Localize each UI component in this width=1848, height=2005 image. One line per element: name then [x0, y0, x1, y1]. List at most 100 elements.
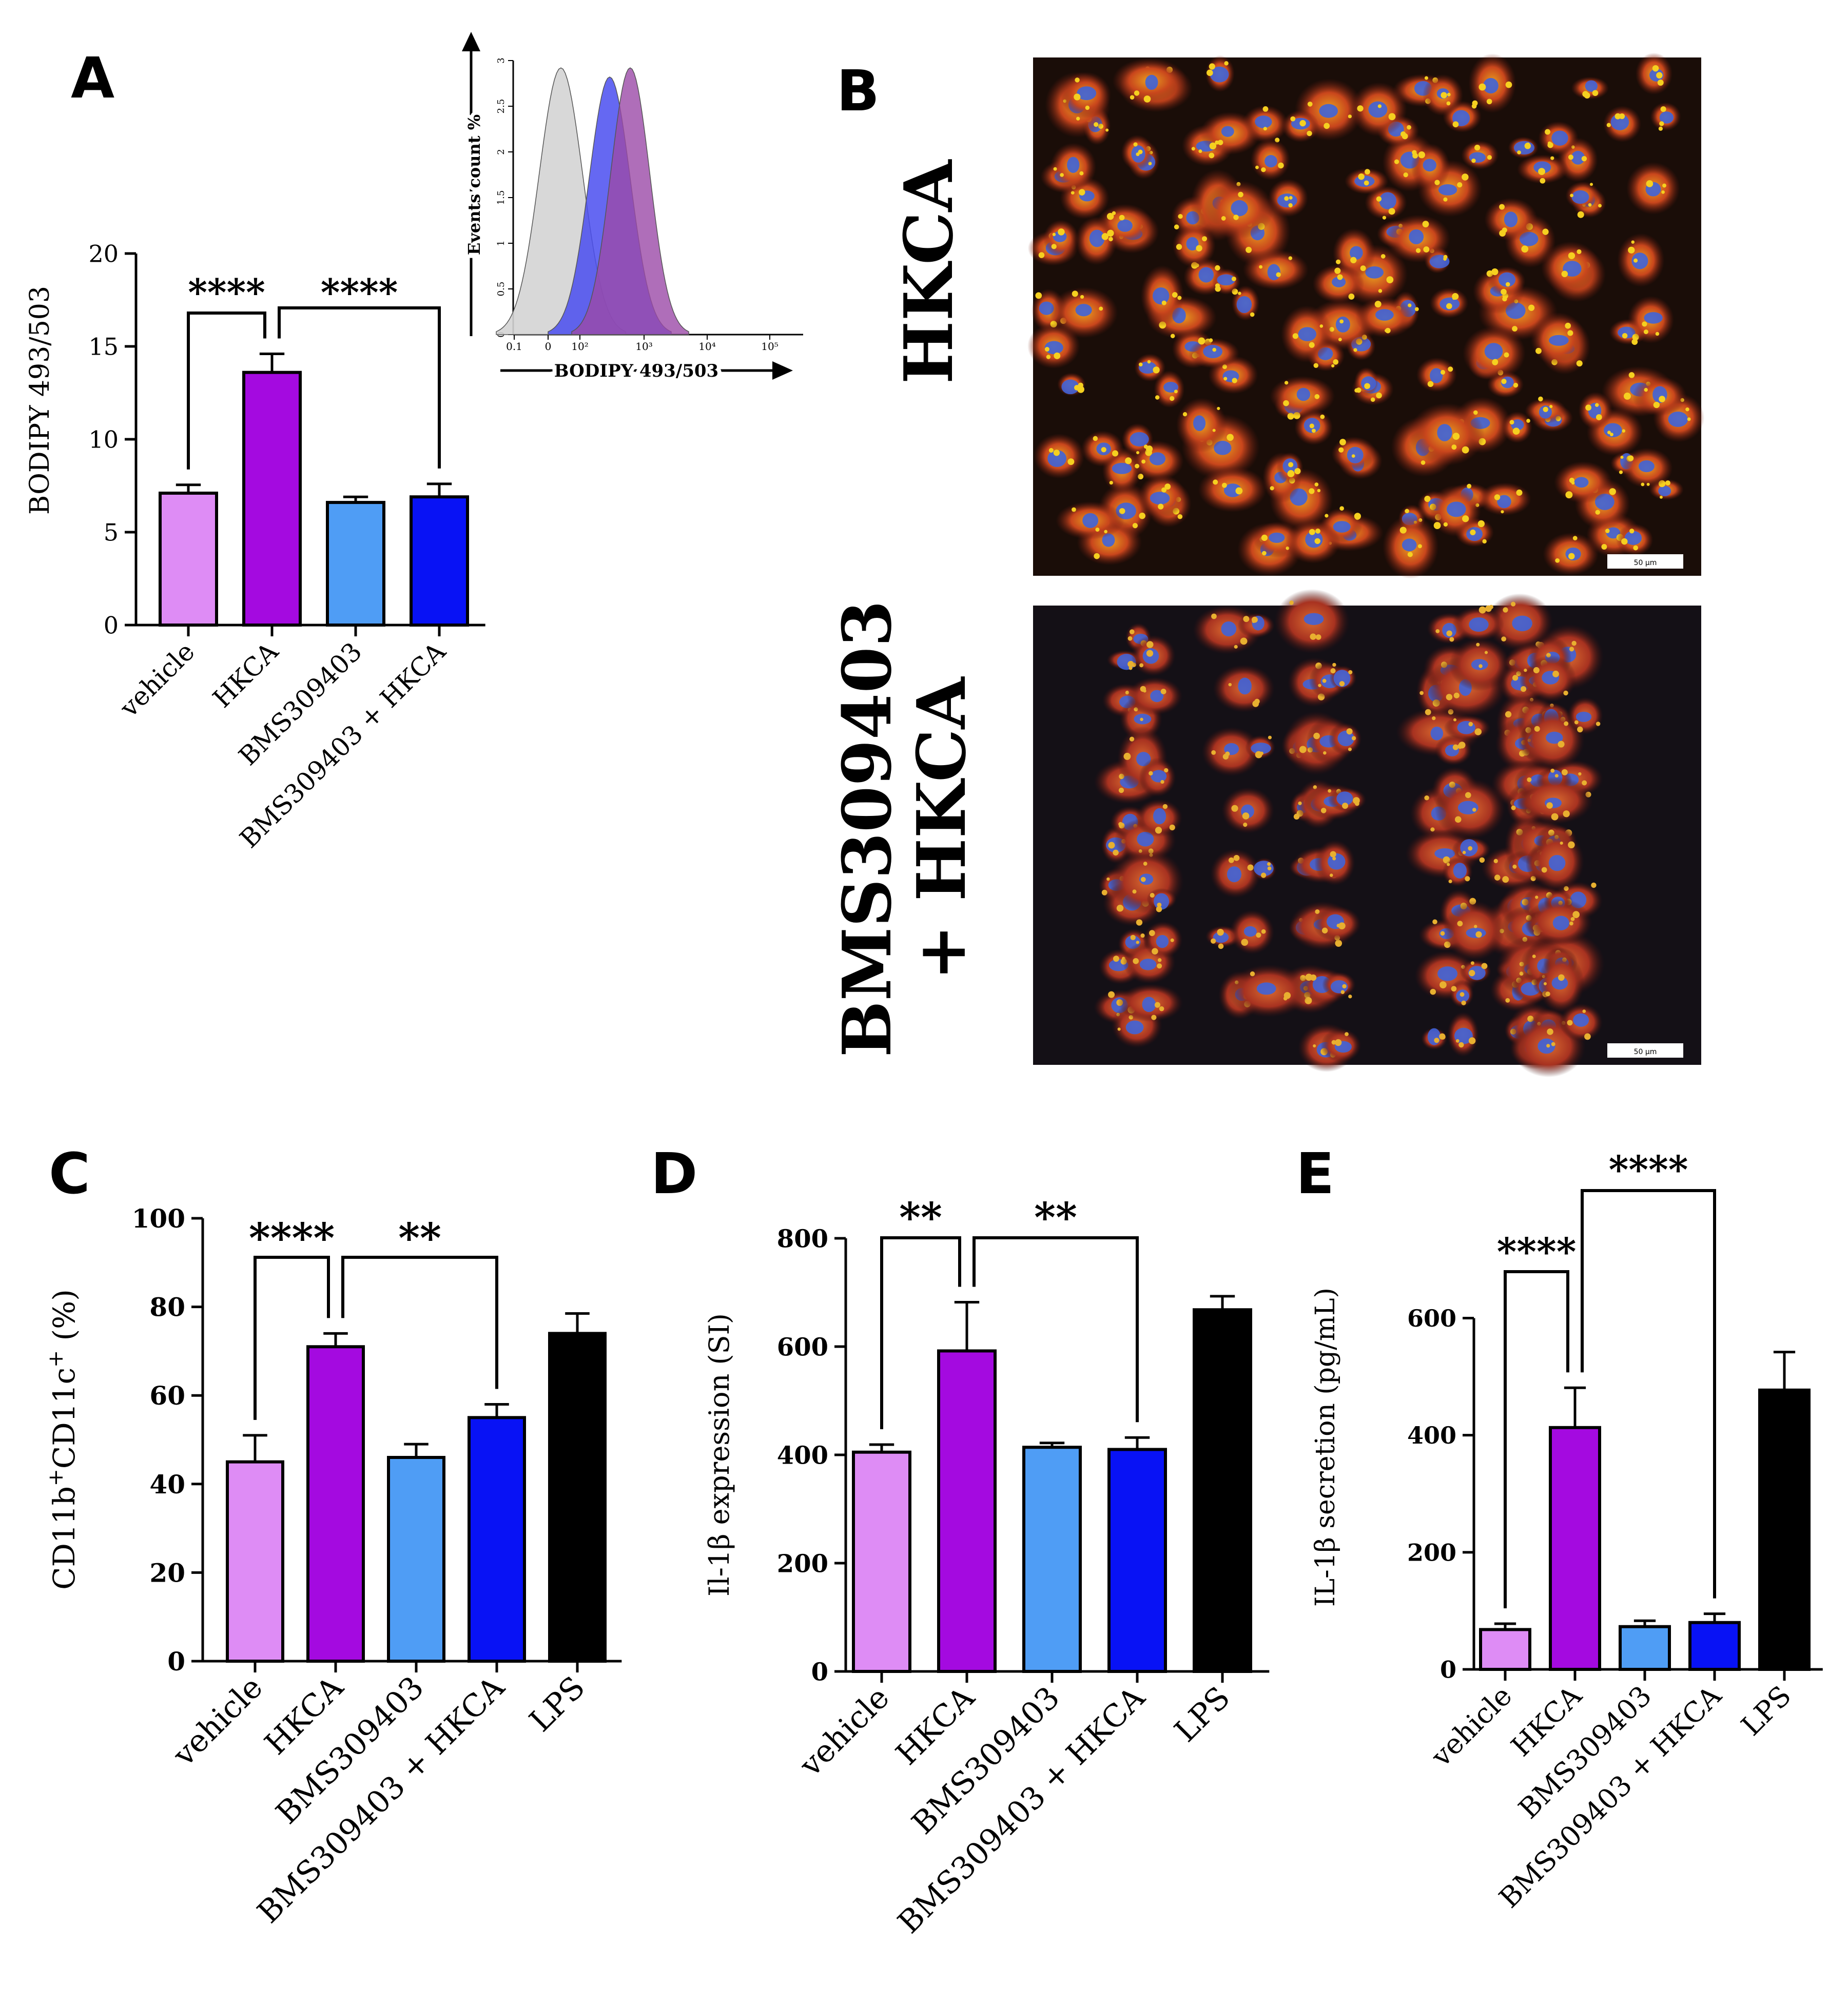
scale-bar-label: 50 µm — [1634, 1048, 1657, 1056]
lipid-droplet — [1547, 142, 1553, 148]
lipid-droplet — [1605, 529, 1610, 533]
lipid-droplet — [1446, 303, 1452, 309]
lipid-droplet — [1156, 906, 1162, 912]
lipid-droplet — [1133, 958, 1139, 964]
nucleus — [1548, 854, 1566, 871]
lipid-droplet — [1569, 647, 1574, 652]
lipid-droplet — [1228, 683, 1232, 687]
lipid-droplet — [1552, 670, 1559, 677]
lipid-droplet — [1351, 454, 1355, 458]
nucleus — [1533, 161, 1551, 173]
lipid-droplet — [1422, 221, 1429, 228]
lipid-droplet — [1268, 735, 1272, 739]
nucleus — [1423, 159, 1436, 172]
lipid-droplet — [1560, 841, 1563, 845]
lipid-droplet — [1261, 534, 1268, 541]
lipid-droplet — [1288, 256, 1293, 260]
lipid-droplet — [1285, 381, 1289, 385]
lipid-droplet — [1534, 726, 1540, 732]
lipid-droplet — [1521, 245, 1529, 253]
bar-bms309403-hkca — [468, 1416, 526, 1663]
lipid-droplet — [1569, 921, 1573, 926]
lipid-droplet — [1511, 805, 1516, 810]
nucleus — [1659, 111, 1674, 124]
histogram-peak-hist_purple — [571, 67, 689, 335]
significance-bracket — [254, 1256, 330, 1420]
lipid-droplet — [1240, 637, 1248, 645]
nucleus — [1511, 419, 1524, 431]
lipid-droplet — [1402, 133, 1408, 140]
nucleus — [1549, 335, 1569, 346]
lipid-droplet — [1149, 930, 1155, 937]
nucleus — [1163, 381, 1178, 393]
bar-hkca — [937, 1349, 997, 1673]
lipid-droplet — [1294, 468, 1301, 475]
lipid-droplet — [1424, 76, 1428, 80]
nucleus — [1150, 690, 1164, 703]
lipid-droplet — [1385, 329, 1388, 333]
lipid-droplet — [1164, 768, 1169, 773]
lipid-droplet — [1117, 1027, 1121, 1031]
lipid-droplet — [1287, 470, 1295, 477]
lipid-droplet — [1178, 213, 1183, 219]
lipid-droplet — [1159, 1006, 1164, 1011]
lipid-droplet — [1454, 816, 1462, 823]
lipid-droplet — [1101, 447, 1106, 453]
lipid-droplet — [1418, 151, 1426, 159]
nucleus — [1238, 677, 1252, 695]
lipid-droplet — [1338, 338, 1342, 341]
lipid-droplet — [1568, 553, 1575, 560]
lipid-droplet — [1170, 938, 1174, 942]
significance-label: **** — [1497, 1230, 1577, 1274]
bar-lps — [1758, 1388, 1811, 1671]
image-label-bms-line1: BMS309403 — [828, 600, 906, 1057]
nucleus — [1402, 538, 1417, 552]
lipid-droplet — [1501, 510, 1504, 514]
lipid-droplet — [1558, 974, 1565, 981]
lipid-droplet — [1577, 211, 1584, 218]
lipid-droplet — [1233, 215, 1239, 220]
lipid-droplet — [1334, 267, 1341, 274]
lipid-droplet — [1353, 348, 1357, 352]
nucleus — [1186, 237, 1199, 251]
lipid-droplet — [1532, 955, 1536, 959]
nucleus — [1585, 80, 1598, 92]
inset-y-tick-label: 0.5 — [496, 282, 507, 297]
lipid-droplet — [1209, 152, 1215, 159]
lipid-droplet — [1628, 246, 1635, 254]
lipid-droplet — [1143, 862, 1147, 866]
lipid-droplet — [1360, 265, 1366, 271]
lipid-droplet — [1074, 93, 1081, 101]
lipid-droplet — [1149, 771, 1153, 776]
lipid-droplet — [1364, 383, 1370, 390]
lipid-droplet — [1441, 92, 1447, 99]
lipid-droplet — [1468, 1037, 1476, 1044]
lipid-droplet — [1567, 330, 1573, 336]
lipid-droplet — [1218, 943, 1224, 949]
lipid-droplet — [1512, 427, 1520, 435]
lipid-droplet — [1512, 864, 1517, 869]
lipid-droplet — [1147, 360, 1151, 364]
lipid-droplet — [1434, 180, 1440, 185]
lipid-droplet — [1313, 363, 1318, 368]
lipid-droplet — [1035, 292, 1042, 299]
nucleus — [1457, 801, 1479, 815]
lipid-droplet — [1221, 216, 1226, 221]
lipid-droplet — [1533, 667, 1540, 673]
lipid-droplet — [1457, 744, 1463, 749]
lipid-droplet — [1499, 230, 1506, 237]
lipid-droplet — [1554, 774, 1559, 778]
nucleus — [1469, 617, 1489, 632]
lipid-droplet — [1476, 643, 1480, 647]
chart-D: 0 200 400 600 800 Il-1β expression (SI) vehicl… — [703, 1193, 1270, 1940]
lipid-droplet — [1310, 633, 1316, 640]
lipid-droplet — [1113, 956, 1119, 962]
lipid-droplet — [1631, 240, 1635, 244]
y-tick-label: 40 — [149, 1469, 185, 1500]
lipid-droplet — [1313, 732, 1320, 739]
lipid-droplet — [1135, 463, 1140, 469]
lipid-droplet — [1415, 248, 1421, 253]
lipid-droplet — [1577, 726, 1583, 733]
panel-letter-A: A — [71, 45, 114, 111]
lipid-droplet — [1234, 645, 1238, 649]
